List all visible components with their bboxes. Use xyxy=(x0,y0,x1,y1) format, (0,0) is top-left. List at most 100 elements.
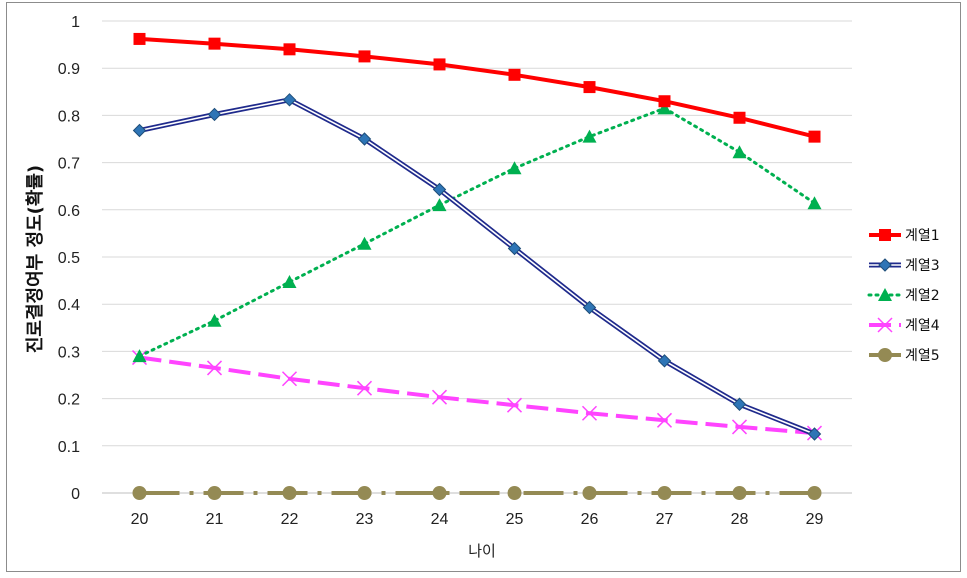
data-point xyxy=(432,182,447,197)
data-point xyxy=(133,32,146,45)
data-point xyxy=(732,486,747,500)
data-point xyxy=(132,349,147,363)
data-point xyxy=(733,111,746,124)
data-point xyxy=(282,486,297,500)
data-point xyxy=(658,95,671,108)
x-tick-label: 24 xyxy=(431,511,449,528)
data-point xyxy=(207,313,222,327)
data-point xyxy=(582,129,597,143)
data-point xyxy=(657,101,672,115)
data-point xyxy=(807,427,822,441)
data-point xyxy=(432,198,447,212)
data-point xyxy=(132,123,147,138)
y-tick-label: 0.2 xyxy=(58,392,80,409)
data-point xyxy=(657,486,672,500)
y-tick-label: 0.3 xyxy=(58,344,80,361)
data-point xyxy=(282,93,297,107)
data-point xyxy=(731,419,748,435)
y-tick-label: 0.5 xyxy=(58,250,80,267)
x-tick-label: 20 xyxy=(131,511,149,528)
data-point xyxy=(132,486,147,500)
data-point xyxy=(281,371,298,387)
x-tick-label: 25 xyxy=(506,511,524,528)
series-line xyxy=(138,106,816,358)
data-point xyxy=(507,486,522,500)
data-point xyxy=(207,486,222,500)
series-2 xyxy=(132,93,822,441)
data-point xyxy=(356,380,373,396)
x-tick-label: 28 xyxy=(731,511,749,528)
y-axis-label: 진로결정여부 정도(확률) xyxy=(25,165,46,353)
data-point xyxy=(508,68,521,81)
series-1 xyxy=(133,32,821,143)
x-axis-ticks: 20 21 22 23 24 25 26 27 28 29 xyxy=(131,511,824,528)
line-chart: 0 0.1 0.2 0.3 0.4 0.5 0.6 0.7 0.8 0.9 1 20 21 22 23 24… xyxy=(25,14,940,560)
data-point xyxy=(583,81,596,94)
data-point xyxy=(431,389,448,405)
series-group xyxy=(131,32,823,500)
x-tick-label: 23 xyxy=(356,511,374,528)
legend-label: 계열1 xyxy=(905,228,940,244)
y-tick-label: 0.1 xyxy=(58,439,80,456)
x-axis-label: 나이 xyxy=(468,542,496,560)
chart-frame: 0 0.1 0.2 0.3 0.4 0.5 0.6 0.7 0.8 0.9 1 20 21 22 23 24… xyxy=(6,2,961,572)
data-point xyxy=(432,486,447,500)
y-tick-label: 0.8 xyxy=(58,108,80,125)
series-line xyxy=(139,355,815,436)
y-tick-label: 1 xyxy=(71,14,80,31)
legend-item-4: 계열4 xyxy=(869,317,940,334)
data-point xyxy=(206,360,223,376)
data-point xyxy=(656,412,673,428)
legend-label: 계열3 xyxy=(905,258,940,274)
legend-item-2: 계열3 xyxy=(869,258,940,274)
series-4 xyxy=(131,350,823,441)
gridlines xyxy=(102,20,852,494)
data-point xyxy=(582,486,597,500)
data-point xyxy=(657,354,672,368)
data-point xyxy=(208,37,221,50)
data-point xyxy=(732,397,747,411)
legend-item-5: 계열5 xyxy=(869,348,940,364)
data-point xyxy=(433,58,446,71)
y-axis-ticks: 0 0.1 0.2 0.3 0.4 0.5 0.6 0.7 0.8 0.9 1 xyxy=(58,14,80,503)
series-line-inner xyxy=(139,99,815,435)
data-point xyxy=(807,486,822,500)
legend-marker xyxy=(879,229,891,241)
y-tick-label: 0.6 xyxy=(58,203,80,220)
series-line xyxy=(138,97,816,437)
data-point xyxy=(732,145,747,159)
series-line xyxy=(139,36,815,139)
x-tick-label: 21 xyxy=(206,511,224,528)
legend-marker xyxy=(878,288,892,301)
y-tick-label: 0.7 xyxy=(58,156,80,173)
legend-marker xyxy=(878,258,892,272)
data-point xyxy=(582,300,597,315)
x-tick-label: 22 xyxy=(281,511,299,528)
data-point xyxy=(357,132,372,146)
data-point xyxy=(581,405,598,421)
legend-item-1: 계열1 xyxy=(869,228,940,244)
data-point xyxy=(358,50,371,63)
x-tick-label: 26 xyxy=(581,511,599,528)
data-point xyxy=(357,486,372,500)
y-tick-label: 0.4 xyxy=(58,297,80,314)
legend-marker xyxy=(878,348,892,362)
x-tick-label: 29 xyxy=(806,511,824,528)
legend: 계열1 계열3 계열2 계열4 계열5 xyxy=(867,228,940,364)
data-point xyxy=(282,275,297,289)
data-point xyxy=(283,43,296,56)
y-tick-label: 0 xyxy=(71,486,80,503)
legend-marker xyxy=(877,317,893,333)
legend-label: 계열5 xyxy=(905,348,940,364)
legend-label: 계열2 xyxy=(905,288,940,304)
data-point xyxy=(507,161,522,175)
series-5 xyxy=(132,486,822,500)
data-point xyxy=(357,236,372,250)
data-point xyxy=(207,107,222,122)
data-point xyxy=(808,130,821,143)
y-tick-label: 0.9 xyxy=(58,61,80,78)
data-point xyxy=(506,397,523,413)
x-tick-label: 27 xyxy=(656,511,674,528)
data-point xyxy=(807,196,822,210)
data-point xyxy=(507,241,522,256)
